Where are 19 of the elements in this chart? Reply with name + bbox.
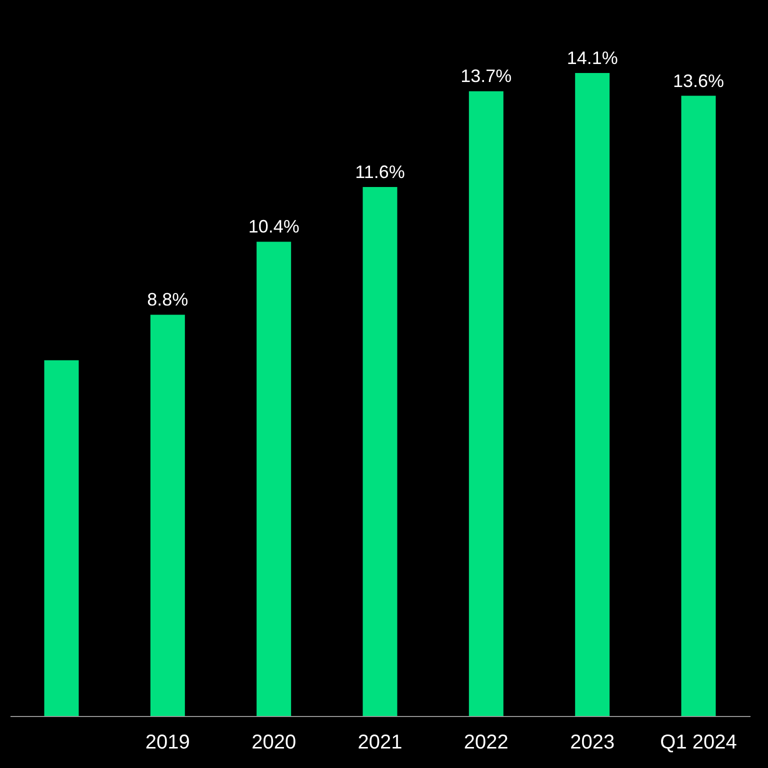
bar	[44, 360, 79, 716]
x-tick-label: 2020	[252, 732, 296, 754]
x-tick-label: 2022	[464, 732, 508, 754]
bar	[362, 187, 398, 716]
data-label: 14.1%	[566, 48, 618, 68]
bar	[150, 314, 185, 716]
data-label: 11.6%	[355, 162, 405, 182]
bar	[681, 96, 716, 716]
bar	[468, 91, 504, 716]
data-label: 8.8%	[147, 290, 188, 310]
data-label: 13.7%	[460, 66, 512, 86]
data-label: 13.6%	[672, 70, 724, 91]
data-label: 10.4%	[248, 216, 300, 237]
x-tick-label: 2023	[570, 732, 615, 754]
bar	[575, 73, 610, 716]
x-tick-label: 2019	[145, 732, 190, 754]
x-tick-label: 2021	[358, 732, 402, 754]
bar	[256, 242, 292, 716]
x-tick-label: Q1 2024	[660, 732, 737, 754]
